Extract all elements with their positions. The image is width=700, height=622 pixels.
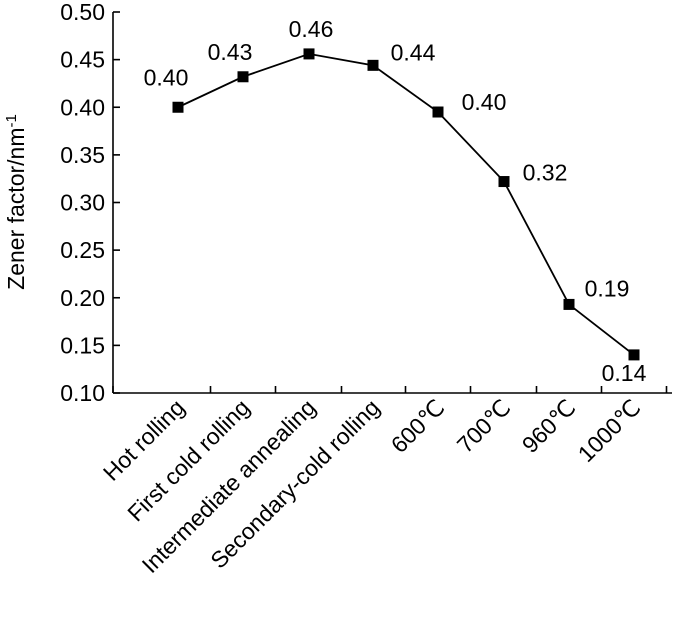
data-label: 0.19 <box>585 275 630 301</box>
y-axis-ticks: 0.10 0.15 0.20 0.25 0.30 0.35 0.40 0.45 0.50 <box>60 0 120 406</box>
data-label: 0.32 <box>523 160 568 186</box>
data-label: 0.14 <box>602 360 647 386</box>
y-axis-title-base: Zener factor/nm <box>3 128 29 290</box>
y-tick-label: 0.20 <box>60 285 105 311</box>
data-point <box>237 71 249 83</box>
data-point <box>498 176 510 188</box>
axes <box>112 12 672 394</box>
y-tick-label: 0.25 <box>60 237 105 263</box>
y-axis-title: Zener factor/nm-1 <box>3 114 29 290</box>
data-label: 0.46 <box>289 16 334 42</box>
y-tick-label: 0.45 <box>60 47 105 73</box>
data-labels: 0.40 0.43 0.46 0.44 0.40 0.32 0.19 0.14 <box>144 16 647 386</box>
y-tick-label: 0.30 <box>60 190 105 216</box>
series <box>172 48 640 361</box>
y-axis-title-superscript: -1 <box>3 114 20 127</box>
y-tick-label: 0.40 <box>60 94 105 120</box>
data-label: 0.44 <box>391 39 436 65</box>
data-label: 0.43 <box>208 39 253 65</box>
data-point <box>563 298 575 310</box>
y-tick-label: 0.15 <box>60 332 105 358</box>
y-tick-label: 0.10 <box>60 380 105 406</box>
x-category-label: 600℃ <box>386 394 450 458</box>
x-category-label: 700℃ <box>452 394 516 458</box>
x-axis-ticks <box>112 386 668 393</box>
x-category-label: 1000℃ <box>573 394 646 467</box>
data-point <box>628 349 640 361</box>
data-label: 0.40 <box>144 64 189 90</box>
data-point <box>303 48 315 60</box>
data-label: 0.40 <box>462 89 507 115</box>
y-tick-label: 0.35 <box>60 142 105 168</box>
data-point <box>172 101 184 113</box>
series-line <box>177 52 635 356</box>
data-point <box>367 59 379 71</box>
data-point <box>432 106 444 118</box>
y-tick-label: 0.50 <box>60 0 105 25</box>
x-category-label: 960℃ <box>517 394 581 458</box>
